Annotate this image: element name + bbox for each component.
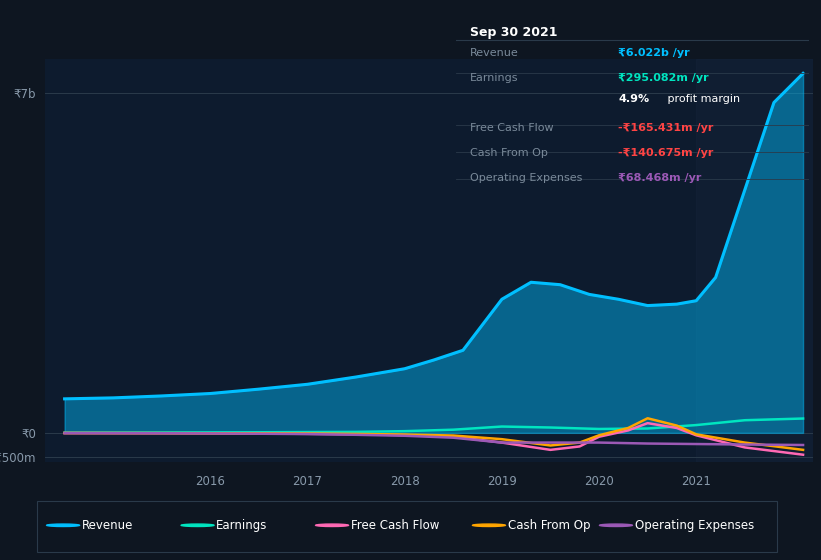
Text: Operating Expenses: Operating Expenses bbox=[470, 173, 582, 183]
Text: ₹68.468m /yr: ₹68.468m /yr bbox=[618, 173, 701, 183]
Circle shape bbox=[315, 524, 348, 526]
Text: 4.9%: 4.9% bbox=[618, 94, 649, 104]
Text: ₹295.082m /yr: ₹295.082m /yr bbox=[618, 73, 709, 83]
Text: Earnings: Earnings bbox=[470, 73, 518, 83]
Circle shape bbox=[473, 524, 506, 526]
Text: profit margin: profit margin bbox=[664, 94, 740, 104]
Bar bbox=[696, 59, 813, 462]
Text: ₹6.022b /yr: ₹6.022b /yr bbox=[618, 48, 690, 58]
Text: Free Cash Flow: Free Cash Flow bbox=[351, 519, 439, 532]
Text: Revenue: Revenue bbox=[82, 519, 133, 532]
Circle shape bbox=[47, 524, 80, 526]
Text: Earnings: Earnings bbox=[216, 519, 268, 532]
Text: Revenue: Revenue bbox=[470, 48, 519, 58]
Circle shape bbox=[599, 524, 632, 526]
Circle shape bbox=[181, 524, 214, 526]
Text: Sep 30 2021: Sep 30 2021 bbox=[470, 26, 557, 39]
Text: Cash From Op: Cash From Op bbox=[507, 519, 590, 532]
Text: -₹140.675m /yr: -₹140.675m /yr bbox=[618, 148, 713, 158]
Text: Operating Expenses: Operating Expenses bbox=[635, 519, 754, 532]
Text: Free Cash Flow: Free Cash Flow bbox=[470, 123, 553, 133]
Text: -₹165.431m /yr: -₹165.431m /yr bbox=[618, 123, 713, 133]
Text: Cash From Op: Cash From Op bbox=[470, 148, 548, 158]
